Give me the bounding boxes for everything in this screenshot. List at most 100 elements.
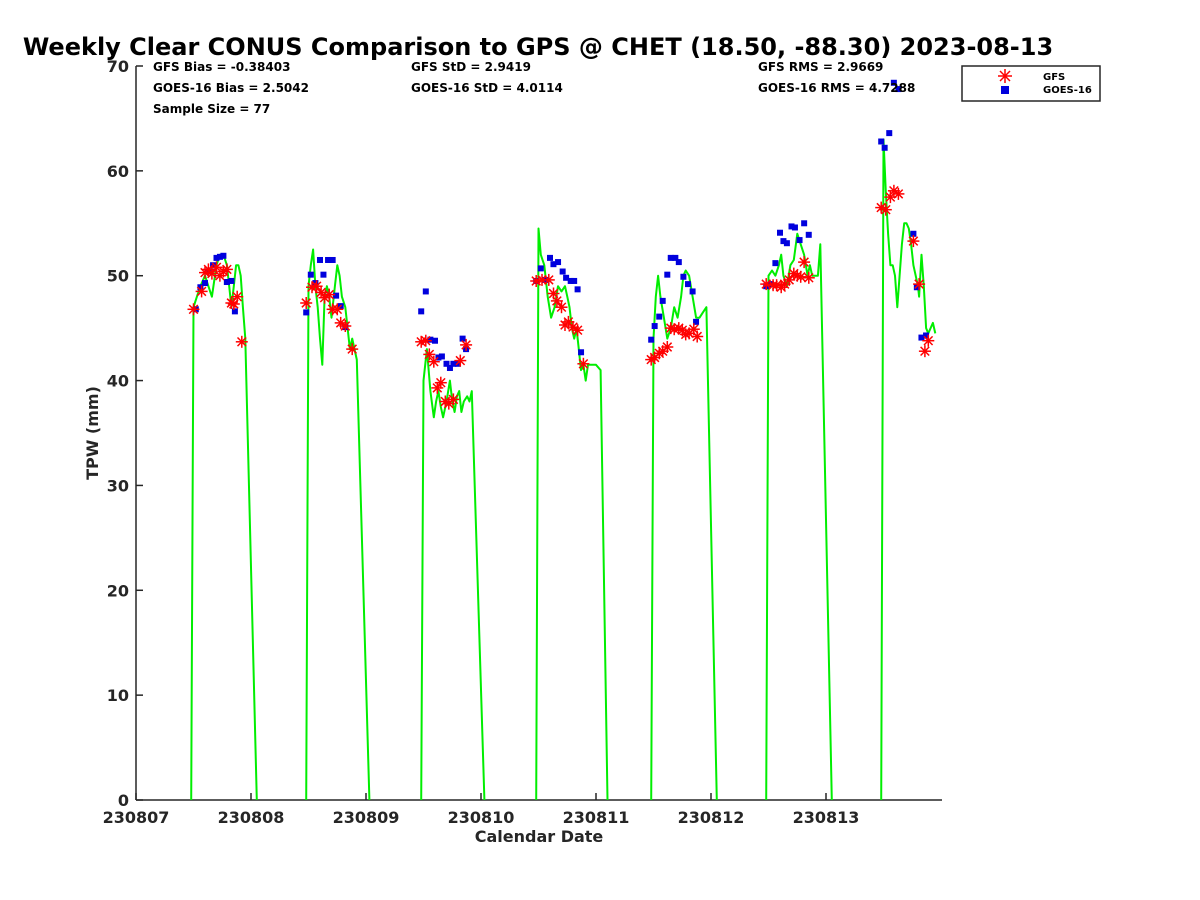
gfs-point	[300, 297, 313, 309]
goes-point	[796, 237, 803, 244]
goes-point	[680, 273, 687, 280]
gfs-point	[645, 353, 658, 366]
goes-point	[418, 308, 425, 315]
goes-point	[878, 138, 885, 145]
x-axis-label: Calendar Date	[475, 827, 604, 846]
goes-point	[664, 271, 671, 278]
goes-point	[651, 323, 658, 330]
goes-point	[435, 354, 442, 361]
goes-point	[672, 254, 679, 261]
goes-point	[780, 238, 787, 245]
goes-point	[422, 288, 429, 295]
x-tick-label: 230812	[678, 808, 745, 827]
gfs-point	[550, 294, 563, 307]
gfs-point	[447, 393, 460, 406]
goes-point	[446, 364, 453, 371]
gfs-point	[907, 235, 920, 248]
goes-point	[537, 265, 544, 272]
goes-point	[675, 259, 682, 266]
goes-point	[659, 297, 666, 304]
gfs-point	[760, 278, 773, 291]
y-ticks: 0 10 20 30 40 50 60 70	[107, 57, 143, 810]
goes-point	[303, 309, 310, 316]
x-tick-label: 230813	[793, 808, 860, 827]
goes-std-text: GOES-16 StD = 4.0114	[411, 81, 563, 95]
goes-point	[329, 256, 336, 263]
gfs-point	[419, 334, 432, 347]
goes-point	[443, 360, 450, 367]
goes-point	[202, 280, 208, 287]
gfs-point	[235, 335, 248, 348]
goes-point	[223, 279, 230, 286]
goes-point	[320, 271, 327, 278]
gfs-point	[653, 347, 666, 360]
goes-point	[427, 336, 434, 343]
goes-point	[559, 268, 566, 275]
goes-point	[689, 288, 696, 295]
gfs-point	[460, 338, 473, 351]
goes-point	[886, 130, 893, 137]
gfs-point	[231, 290, 244, 303]
gps-line-segment	[305, 248, 371, 801]
goes-point	[791, 224, 798, 231]
goes-point	[210, 262, 217, 269]
gfs-std-text: GFS StD = 2.9419	[411, 60, 531, 74]
sample-size-text: Sample Size = 77	[153, 102, 270, 116]
chart-title: Weekly Clear CONUS Comparison to GPS @ C…	[23, 33, 1053, 61]
goes-point	[923, 332, 930, 339]
goes-point	[333, 292, 340, 299]
goes-point	[307, 271, 314, 278]
goes-point	[197, 284, 204, 291]
goes-point	[228, 277, 235, 284]
gfs-point	[346, 343, 359, 356]
goes-point	[656, 313, 663, 320]
goes-point	[231, 308, 238, 315]
y-tick-label: 0	[118, 791, 129, 810]
y-tick-label: 40	[107, 372, 129, 391]
goes-point	[685, 281, 691, 288]
gps-line-segment	[880, 138, 937, 801]
goes-point	[805, 231, 812, 238]
legend-gfs-marker	[998, 69, 1012, 83]
gps-line-segment	[765, 232, 833, 801]
goes-point	[788, 223, 795, 230]
goes-point	[648, 336, 655, 343]
gfs-point	[542, 273, 555, 286]
gfs-point	[661, 341, 674, 353]
goes-point	[555, 259, 562, 266]
gps-line-segment	[650, 269, 718, 801]
legend-box	[961, 65, 1101, 102]
gfs-point	[798, 256, 811, 269]
gfs-point	[220, 263, 233, 276]
goes-point	[213, 254, 220, 261]
y-tick-label: 60	[107, 162, 129, 181]
x-tick-label: 230809	[333, 808, 400, 827]
gfs-point	[892, 187, 905, 200]
gfs-point	[555, 301, 568, 314]
goes-point	[910, 230, 917, 237]
y-axis-label: TPW (mm)	[83, 386, 102, 480]
goes-point	[772, 260, 779, 267]
gfs-point	[187, 303, 200, 316]
gfs-bias-text: GFS Bias = -0.38403	[153, 60, 290, 74]
goes-point	[890, 79, 897, 86]
goes-point	[432, 337, 438, 344]
plot-area	[135, 66, 942, 801]
gfs-point	[794, 270, 807, 283]
x-tick-label: 230811	[563, 808, 630, 827]
goes-point	[547, 254, 553, 261]
goes-point	[574, 286, 581, 293]
gfs-point	[195, 285, 208, 298]
y-tick-label: 70	[107, 57, 129, 76]
legend-goes-marker	[1001, 86, 1009, 94]
gfs-point	[427, 355, 440, 368]
gfs-point	[918, 345, 931, 358]
gfs-point	[577, 357, 590, 370]
series-layer	[187, 79, 937, 801]
gfs-point	[454, 354, 467, 367]
goes-point	[317, 256, 323, 263]
goes-point	[777, 229, 783, 236]
gfs-point	[339, 320, 352, 332]
goes-point	[578, 349, 585, 356]
